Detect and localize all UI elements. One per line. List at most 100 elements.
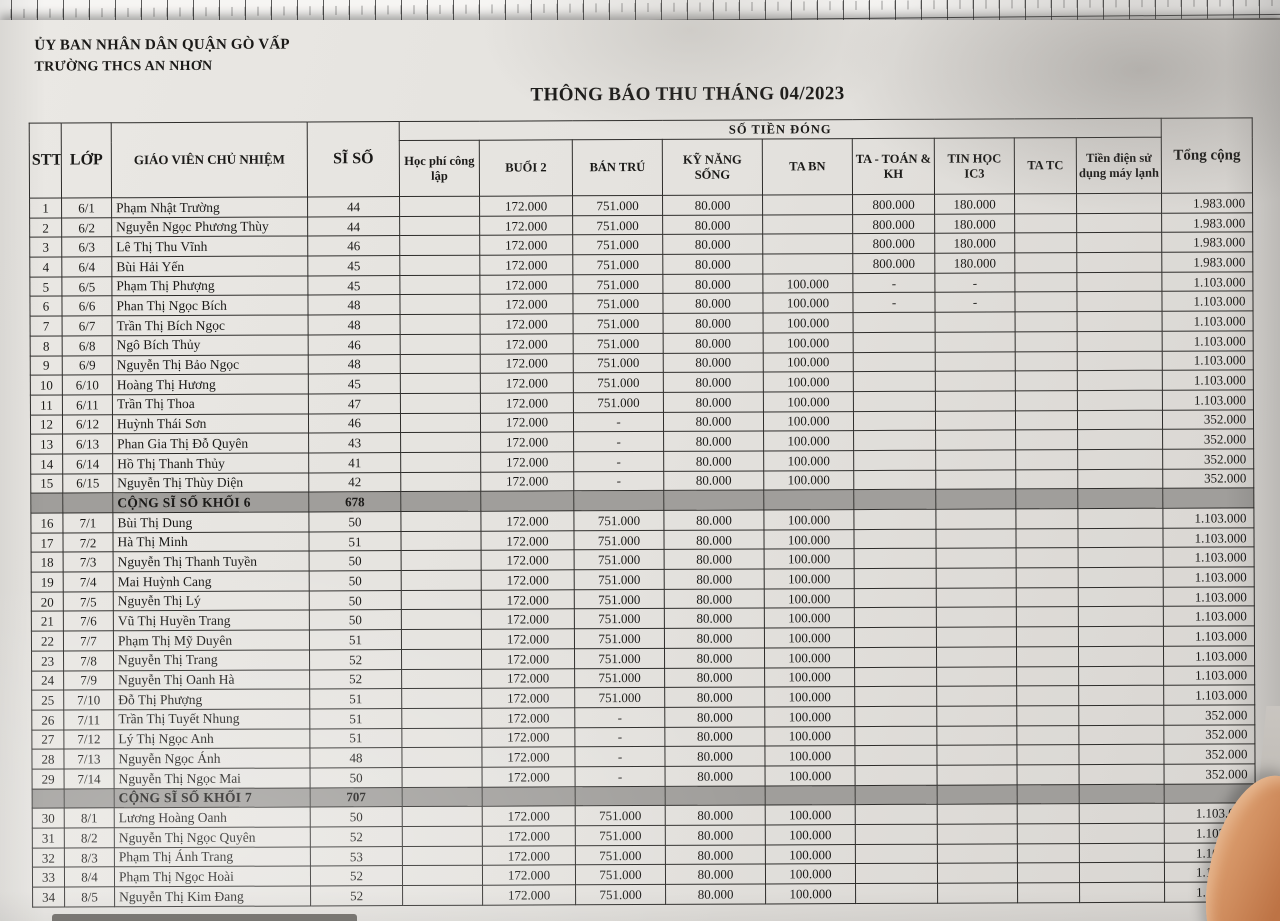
table-cell: 80.000	[663, 332, 764, 353]
table-cell	[1079, 842, 1165, 863]
table-cell: 100.000	[764, 667, 855, 688]
table-cell: Lê Thị Thu Vĩnh	[111, 236, 308, 257]
table-cell: 751.000	[574, 589, 665, 610]
table-cell: -	[574, 726, 665, 748]
table-cell: 751.000	[573, 333, 664, 354]
table-cell	[1079, 803, 1165, 824]
summary-label: CỘNG SĨ SỐ KHỐI 6	[112, 492, 309, 513]
table-cell: 172.000	[481, 550, 575, 571]
table-cell: 80.000	[664, 687, 765, 708]
table-cell	[854, 725, 937, 746]
table-cell	[1078, 744, 1165, 765]
table-cell: 751.000	[574, 569, 665, 590]
table-cell: 1.103.000	[1163, 645, 1255, 666]
table-cell	[937, 843, 1018, 864]
table-cell	[935, 469, 1016, 490]
table-cell: 80.000	[664, 746, 766, 767]
table-cell	[1077, 350, 1163, 371]
table-cell: 751.000	[573, 510, 664, 531]
table-cell: 80.000	[665, 805, 766, 826]
table-cell: 45	[307, 255, 400, 276]
table-cell: 800.000	[852, 213, 935, 234]
table-cell: Nguyễn Thị Thùy Diện	[112, 472, 309, 494]
table-cell: 172.000	[480, 530, 575, 551]
table-cell: 6/5	[61, 276, 112, 297]
table-cell: 7/10	[63, 689, 114, 710]
table-cell: 172.000	[482, 766, 576, 787]
table-cell: -	[573, 411, 664, 433]
table-cell: 800.000	[852, 194, 935, 215]
table-cell	[1017, 843, 1080, 864]
table-cell	[32, 788, 65, 809]
table-cell	[663, 490, 764, 511]
table-cell: 7/14	[64, 768, 115, 789]
table-cell: 751.000	[574, 608, 665, 629]
table-cell: 80.000	[665, 844, 766, 865]
table-cell	[401, 688, 482, 709]
table-cell: 18	[31, 552, 64, 573]
table-cell: 1	[29, 198, 62, 218]
table-cell: 7/13	[63, 749, 115, 769]
table-cell: 751.000	[575, 825, 666, 846]
table-cell	[855, 863, 938, 884]
table-cell: 50	[309, 570, 402, 591]
table-cell	[30, 493, 63, 514]
table-cell	[936, 646, 1017, 667]
table-cell	[1015, 390, 1078, 411]
table-cell	[853, 312, 936, 333]
table-cell	[762, 253, 853, 274]
table-cell	[853, 391, 936, 412]
table-cell: -	[575, 766, 666, 787]
table-cell: 1.983.000	[1161, 251, 1253, 272]
table-cell: 172.000	[481, 569, 575, 590]
table-cell	[853, 371, 936, 392]
table-cell: 751.000	[572, 293, 664, 314]
table-cell	[1015, 351, 1078, 372]
table-cell: 80.000	[663, 450, 764, 472]
table-cell: 100.000	[763, 332, 854, 353]
table-cell	[400, 530, 482, 551]
table-cell	[935, 371, 1016, 392]
table-cell	[936, 666, 1017, 687]
table-cell	[1014, 232, 1077, 253]
table-cell: Hồ Thị Thanh Thủy	[112, 452, 309, 474]
table-cell	[855, 804, 938, 825]
table-cell	[400, 471, 481, 492]
table-cell: Phạm Thị Phượng	[111, 275, 308, 297]
table-cell: 46	[307, 235, 400, 257]
table-cell: 751.000	[572, 215, 663, 236]
table-cell: 172.000	[480, 432, 574, 453]
table-cell	[401, 609, 482, 630]
table-cell: 12	[30, 414, 63, 435]
table-cell	[1079, 764, 1165, 785]
col-hoc-phi: Học phí công lập	[399, 140, 480, 197]
table-cell: 6	[29, 296, 63, 317]
table-cell: Phạm Thị Ngọc Hoài	[114, 866, 311, 887]
table-cell: 80.000	[665, 824, 766, 846]
table-cell: 8/2	[64, 827, 115, 848]
table-cell	[853, 430, 936, 451]
table-cell: 100.000	[762, 293, 854, 314]
table-cell: 172.000	[479, 274, 573, 295]
table-cell	[1015, 410, 1078, 431]
table-cell: 80.000	[664, 569, 765, 590]
table-cell: 43	[308, 432, 401, 453]
table-cell	[1016, 666, 1079, 687]
table-cell: 100.000	[763, 509, 854, 530]
table-cell: 751.000	[574, 549, 665, 570]
table-cell: 1.103.000	[1163, 566, 1255, 587]
table-header: STT LỚP GIÁO VIÊN CHỦ NHIỆM SĨ SỐ SỐ TIỀ…	[29, 117, 1253, 199]
table-cell: 2	[29, 217, 62, 238]
table-cell: 80.000	[665, 864, 766, 885]
table-cell: 1.103.000	[1162, 370, 1254, 391]
table-cell: 7/5	[63, 591, 114, 612]
table-cell: 100.000	[763, 391, 854, 412]
table-cell: 751.000	[572, 234, 663, 255]
table-cell: 1.103.000	[1163, 665, 1255, 686]
table-cell: Bùi Hải Yến	[111, 256, 308, 277]
table-cell	[937, 784, 1018, 805]
table-cell: 100.000	[764, 647, 855, 668]
table-cell: 51	[309, 688, 402, 709]
table-cell: Lương Hoàng Oanh	[114, 807, 311, 828]
table-cell: 352.000	[1162, 448, 1254, 469]
